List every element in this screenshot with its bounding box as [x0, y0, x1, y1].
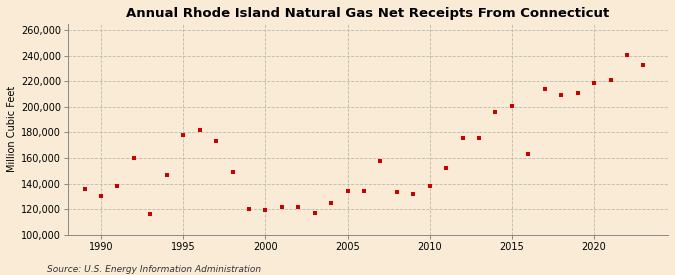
Title: Annual Rhode Island Natural Gas Net Receipts From Connecticut: Annual Rhode Island Natural Gas Net Rece… [126, 7, 610, 20]
Y-axis label: Million Cubic Feet: Million Cubic Feet [7, 86, 17, 172]
Text: Source: U.S. Energy Information Administration: Source: U.S. Energy Information Administ… [47, 265, 261, 274]
